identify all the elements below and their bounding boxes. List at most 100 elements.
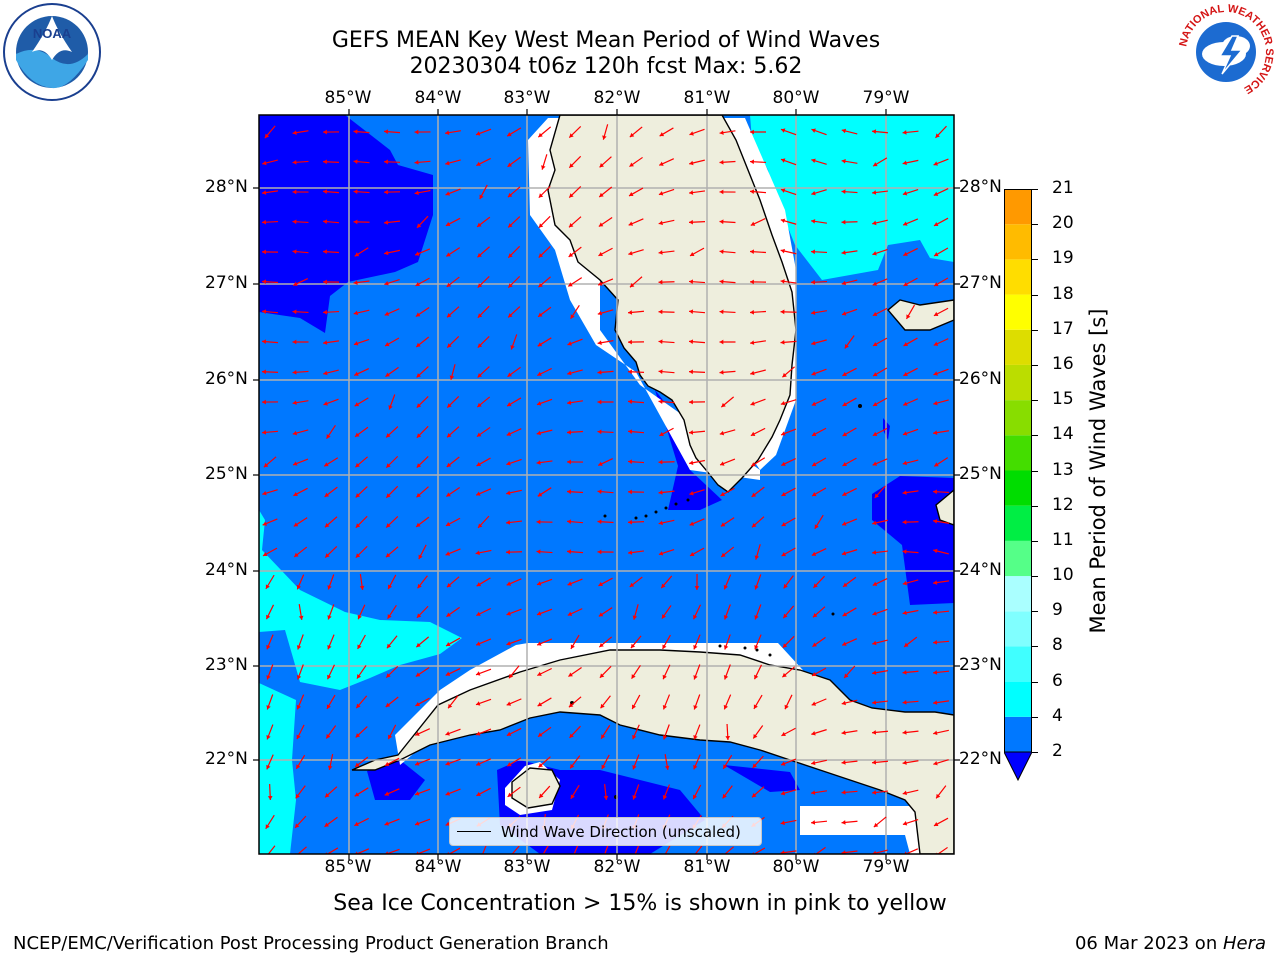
wave-direction-arrow (387, 724, 397, 740)
lon-label-top: 85°W (324, 88, 372, 108)
wave-direction-arrow (384, 249, 400, 256)
wave-direction-arrow (293, 487, 308, 497)
wave-direction-arrow (326, 425, 336, 439)
wave-direction-arrow (693, 754, 701, 770)
wave-direction-arrow (354, 368, 369, 376)
wave-direction-arrow (932, 700, 950, 705)
wave-direction-arrow (842, 397, 857, 407)
wave-direction-arrow (355, 515, 368, 529)
wave-direction-arrow (445, 247, 461, 257)
wave-direction-arrow (662, 784, 670, 800)
wave-direction-arrow (811, 698, 827, 706)
wave-direction-arrow (754, 574, 762, 590)
sea-ice-note: Sea Ice Concentration > 15% is shown in … (333, 891, 947, 916)
wave-direction-arrow (630, 635, 642, 649)
wave-direction-arrow (505, 549, 523, 555)
wave-direction-arrow (811, 310, 827, 315)
wave-direction-arrow (323, 398, 339, 406)
wave-direction-arrow (292, 369, 309, 375)
wave-direction-arrow (597, 278, 614, 286)
wave-direction-arrow (353, 338, 370, 346)
wave-direction-arrow (414, 129, 431, 135)
wave-direction-arrow (780, 340, 797, 345)
wave-direction-arrow (445, 517, 461, 527)
wave-direction-arrow (751, 516, 765, 528)
wave-direction-arrow (292, 400, 309, 405)
wave-direction-arrow (811, 219, 827, 224)
wave-direction-arrow (658, 188, 675, 196)
wave-direction-arrow (353, 280, 370, 285)
wave-direction-arrow (416, 215, 429, 229)
wave-direction-arrow (261, 219, 279, 225)
wave-direction-arrow (446, 426, 460, 438)
wave-direction-arrow (537, 337, 552, 347)
wave-direction-arrow (568, 216, 582, 228)
wave-direction-arrow (841, 308, 858, 316)
wave-direction-arrow (506, 608, 522, 616)
lon-label-bottom: 82°W (593, 857, 641, 877)
wave-direction-arrow (719, 219, 736, 225)
wave-direction-arrow (629, 576, 643, 588)
wave-direction-arrow (689, 459, 705, 466)
colorbar-tick-mark (1032, 470, 1038, 472)
wave-direction-arrow (482, 844, 488, 854)
wave-direction-arrow (327, 634, 335, 650)
wave-direction-arrow (933, 307, 949, 317)
wave-direction-arrow (872, 670, 888, 675)
wave-direction-arrow (722, 754, 733, 770)
wave-direction-arrow (933, 187, 949, 197)
wave-direction-arrow (750, 218, 766, 226)
wave-direction-arrow (477, 366, 490, 378)
wave-direction-arrow (446, 576, 460, 588)
wave-direction-arrow (506, 578, 522, 586)
wave-direction-arrow (567, 277, 583, 287)
wave-direction-arrow (841, 760, 858, 765)
wave-direction-arrow (507, 366, 521, 378)
wave-direction-arrow (296, 724, 305, 740)
wave-direction-arrow (542, 844, 550, 854)
wave-direction-arrow (294, 815, 307, 829)
wave-direction-arrow (719, 279, 736, 284)
colorbar-tick-mark (1032, 752, 1038, 753)
wave-direction-arrow (811, 487, 827, 497)
wave-direction-arrow (872, 427, 888, 437)
wave-direction-arrow (597, 340, 614, 345)
wave-direction-arrow (632, 754, 640, 770)
wave-direction-arrow (384, 818, 400, 826)
wave-direction-arrow (689, 547, 705, 557)
wave-direction-arrow (841, 730, 858, 735)
wave-direction-arrow (933, 457, 949, 467)
wave-direction-arrow (841, 699, 858, 706)
wave-direction-arrow (475, 128, 492, 136)
wave-direction-arrow (781, 666, 796, 678)
wave-direction-arrow (688, 219, 706, 225)
wave-direction-arrow (841, 820, 858, 825)
wave-direction-arrow (902, 398, 919, 406)
wave-direction-arrow (387, 604, 397, 620)
bahamas-abaco (887, 299, 954, 331)
wave-direction-arrow (782, 635, 795, 649)
wave-direction-arrow (506, 489, 522, 496)
wave-direction-arrow (813, 575, 825, 589)
legend-line-swatch (457, 831, 491, 832)
wave-direction-arrow (296, 694, 305, 710)
wave-direction-arrow (538, 185, 551, 199)
land-mass (351, 115, 954, 854)
wave-direction-arrow (354, 397, 369, 407)
colorbar-tick-mark (1032, 540, 1038, 542)
wave-direction-arrow (415, 697, 430, 707)
lat-label-left: 27°N (205, 273, 248, 293)
wave-direction-arrow (749, 159, 767, 165)
wave-direction-arrow (872, 639, 888, 646)
colorbar-segment (1004, 611, 1032, 647)
wave-direction-arrow (627, 519, 645, 525)
wave-direction-arrow (570, 634, 580, 650)
wave-direction-arrow (689, 128, 705, 136)
wave-direction-arrow (507, 156, 521, 168)
wave-direction-arrow (475, 758, 492, 766)
wave-direction-arrow (751, 786, 765, 798)
colorbar-tick-label: 17 (1052, 318, 1074, 339)
lon-label-top: 80°W (772, 88, 820, 108)
wave-direction-arrow (266, 694, 274, 710)
wave-direction-arrow (627, 550, 645, 555)
